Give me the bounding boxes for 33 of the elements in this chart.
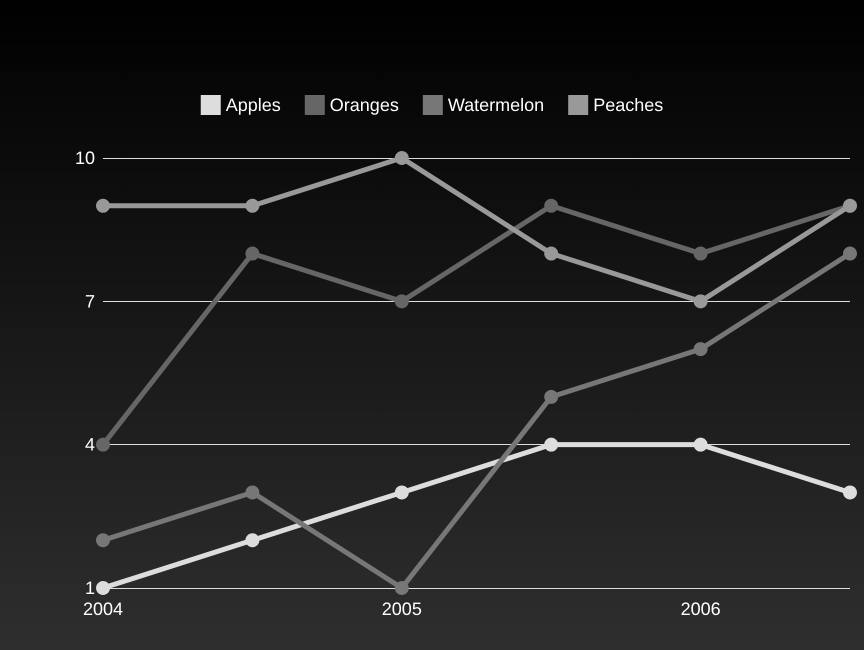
point [694,294,708,308]
point [544,198,558,213]
legend-label: Watermelon [448,95,544,115]
point [245,485,260,500]
point [96,198,110,213]
x-tick-label: 2004 [82,599,124,619]
point [245,198,260,213]
legend-label: Peaches [593,95,664,115]
point [544,438,558,452]
point [544,246,558,261]
point [843,246,857,261]
point [394,581,409,595]
point [843,485,857,500]
legend-label: Apples [226,95,281,115]
point [394,151,409,165]
x-tick-label: 2005 [382,599,422,619]
point [245,246,260,261]
y-tick-label: 1 [84,578,95,598]
point [245,533,260,548]
point [694,342,708,356]
point [694,246,708,261]
point [544,390,558,404]
point [394,294,409,308]
y-tick-label: 7 [84,291,95,312]
y-tick-label: 10 [74,148,95,168]
point [96,581,110,595]
y-tick-label: 4 [84,434,95,455]
x-tick-label: 2006 [680,599,721,619]
point [96,438,110,452]
point [96,533,110,548]
legend-label: Oranges [330,95,399,115]
point [694,438,708,452]
point [394,485,409,500]
